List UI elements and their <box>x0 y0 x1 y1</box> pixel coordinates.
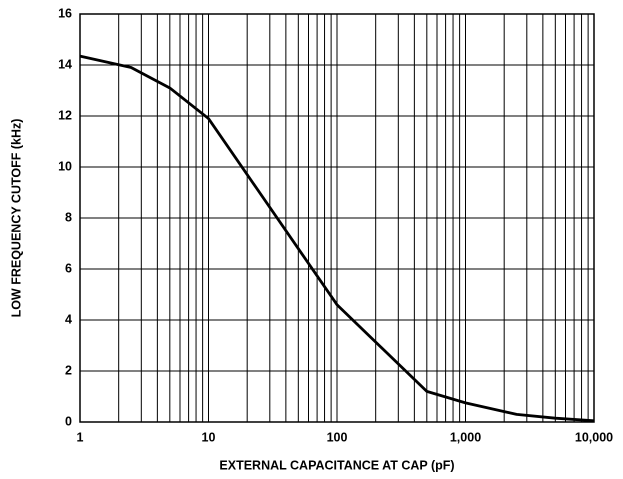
x-tick-label: 100 <box>327 430 348 444</box>
y-tick-label: 14 <box>58 57 72 71</box>
plot-frame <box>79 13 595 423</box>
x-tick-label: 1,000 <box>450 430 481 444</box>
y-tick-label: 10 <box>58 159 72 173</box>
y-tick-label: 6 <box>65 261 72 275</box>
data-line <box>79 54 595 423</box>
y-tick-label: 0 <box>65 414 72 428</box>
y-tick-label: 4 <box>65 312 72 326</box>
x-tick-label: 1 <box>77 430 84 444</box>
y-tick-label: 2 <box>65 363 72 377</box>
x-axis-label: EXTERNAL CAPACITANCE AT CAP (pF) <box>219 458 454 472</box>
y-axis-label: LOW FREQUENCY CUTOFF (kHz) <box>9 119 23 318</box>
y-tick-label: 16 <box>58 6 72 20</box>
y-tick-label: 12 <box>58 108 72 122</box>
y-tick-label: 8 <box>65 210 72 224</box>
x-tick-label: 10,000 <box>575 430 613 444</box>
x-tick-label: 10 <box>202 430 216 444</box>
